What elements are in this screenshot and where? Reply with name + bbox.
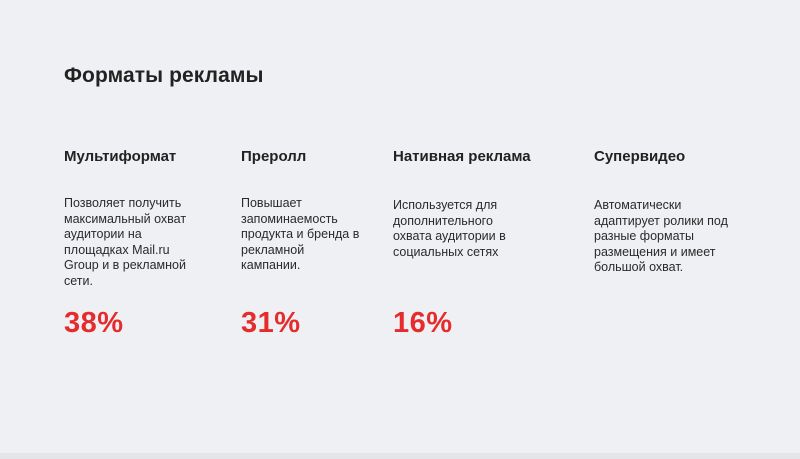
format-heading: Супервидео	[594, 148, 686, 165]
bottom-divider	[0, 453, 800, 459]
format-column-multiformat: Мультиформат Позволяет получить максимал…	[64, 147, 214, 339]
format-column-supervideo: Супервидео Автоматически адаптирует роли…	[594, 147, 744, 274]
format-heading: Мультиформат	[64, 148, 177, 165]
format-description: Позволяет получить максимальный охват ау…	[64, 196, 187, 288]
format-column-preroll: Преролл Повышает запоминаемость продукта…	[241, 147, 381, 339]
format-heading: Преролл	[241, 148, 307, 165]
format-description: Повышает запоминаемость продукта и бренд…	[241, 196, 360, 272]
format-share-stat: 38%	[64, 307, 124, 339]
format-share-stat: 16%	[393, 307, 453, 339]
format-description: Используется для дополнительного охвата …	[393, 198, 506, 259]
format-description: Автоматически адаптирует ролики под разн…	[594, 198, 728, 274]
format-column-native: Нативная реклама Используется для дополн…	[393, 147, 563, 339]
page-title: Форматы рекламы	[64, 64, 264, 87]
format-heading: Нативная реклама	[393, 148, 531, 165]
format-share-stat: 31%	[241, 307, 301, 339]
